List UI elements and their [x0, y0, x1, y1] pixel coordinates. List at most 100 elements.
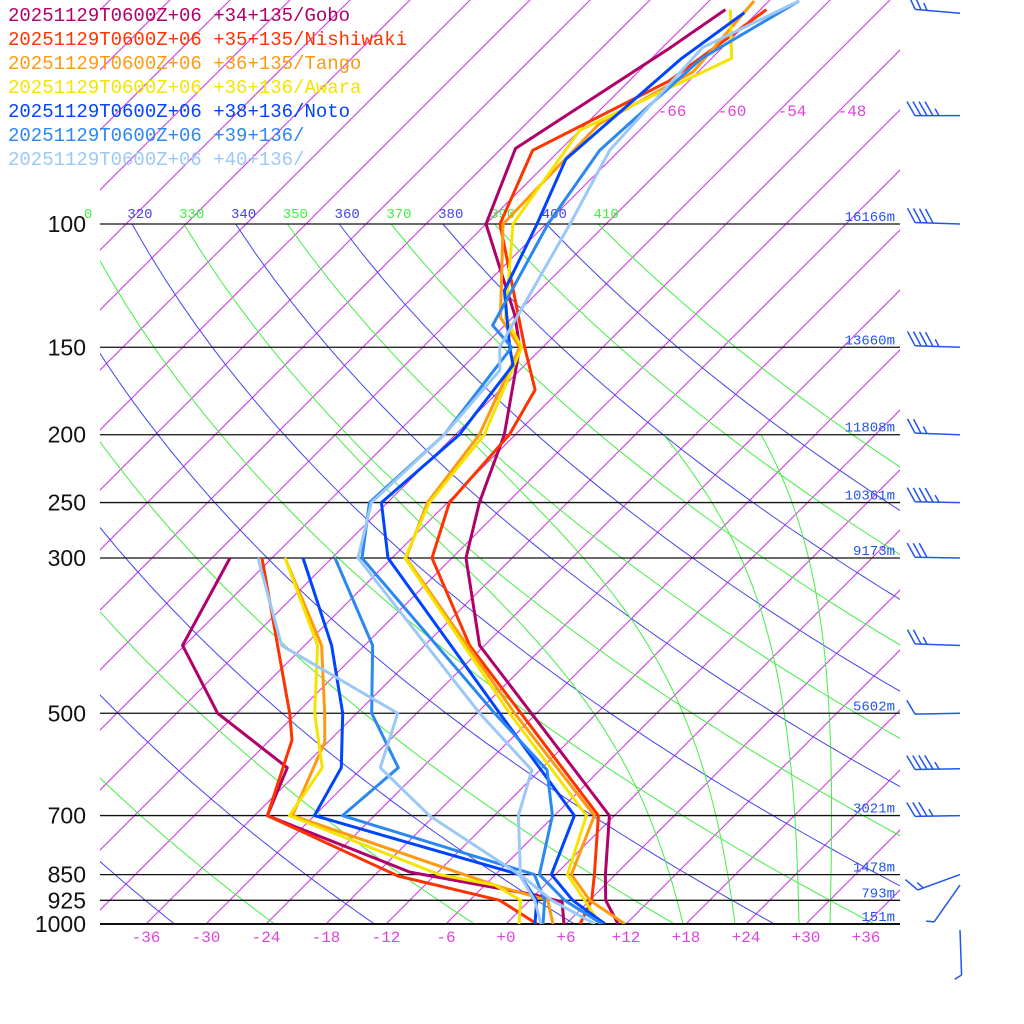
wind-barb-half: [922, 636, 928, 645]
height-label: 3021m: [853, 802, 895, 818]
theta-label: 320: [127, 207, 152, 223]
legend-entry: 20251129T0600Z+06 +34+135/Gobo: [8, 5, 351, 27]
legend-entry: 20251129T0600Z+06 +36+135/Tango: [8, 53, 362, 75]
height-label: 5602m: [853, 699, 895, 715]
wind-barb-flag: [912, 542, 922, 558]
pressure-tick-label: 500: [48, 700, 86, 726]
wind-barb-flag: [912, 629, 922, 645]
wind-barb-flag: [918, 331, 928, 347]
wind-barb-staff: [915, 344, 961, 349]
wind-barb-flag: [912, 487, 922, 503]
temperature-line: [464, 8, 727, 924]
dewpoint-line: [256, 557, 543, 924]
dry-adiabat-line: [183, 223, 900, 837]
wind-barb-flag: [906, 802, 916, 817]
pressure-tick-label: 700: [48, 803, 86, 829]
dry-adiabat-line: [597, 223, 900, 468]
legend-entry: 20251129T0600Z+06 +38+136/Noto: [8, 101, 351, 123]
dewpoint-line: [283, 557, 523, 924]
isotherm-line: [100, 109, 900, 911]
dry-adiabat-line: [100, 860, 175, 924]
wind-barb-half: [928, 808, 934, 817]
wind-barb-flag: [906, 418, 916, 434]
temperature-tick-label: +36: [852, 929, 881, 947]
dewpoint-line: [333, 557, 547, 924]
wind-barb-half: [934, 761, 940, 770]
wind-barb: [906, 801, 961, 818]
wind-barb-flag: [912, 755, 922, 770]
dry-adiabat-line: [100, 777, 275, 924]
wind-barb-flag: [924, 754, 934, 770]
theta-label: 360: [335, 207, 360, 223]
temperature-tick-label: -6: [436, 929, 455, 947]
wind-barb-flag: [912, 101, 922, 116]
theta-label: 370: [386, 207, 411, 223]
wind-barb-staff: [914, 556, 961, 559]
wind-barb-half: [934, 339, 940, 347]
isotherm-label: -60: [718, 103, 747, 121]
temperature-tick-label: +24: [732, 929, 761, 947]
wind-barb-half: [916, 882, 924, 889]
theta-label: 380: [438, 207, 463, 223]
pressure-tick-label: 150: [48, 334, 86, 360]
temperature-tick-label: -12: [372, 929, 401, 947]
theta-label: 410: [594, 207, 619, 223]
legend: 20251129T0600Z+06 +34+135/Gobo 20251129T0…: [8, 4, 407, 172]
wind-barb-flag: [924, 487, 934, 503]
wind-barb: [906, 331, 961, 349]
theta-label: 350: [283, 207, 308, 223]
isotherm-line: [100, 0, 531, 431]
isotherm-line: [100, 0, 831, 731]
temperature-tick-label: -36: [132, 929, 161, 947]
height-label: 11808m: [845, 421, 895, 437]
isotherm-line: [100, 0, 651, 551]
isotherm-line: [100, 49, 900, 851]
wind-barb: [904, 873, 961, 891]
wind-barb: [926, 884, 961, 923]
isotherm-line: [805, 829, 900, 924]
legend-entry: 20251129T0600Z+06 +40+136/: [8, 149, 305, 171]
isotherm-line: [100, 0, 291, 191]
height-label: 1478m: [853, 861, 895, 877]
isotherm-line: [100, 0, 411, 311]
theta-label: 0: [84, 207, 92, 223]
temperature-line: [360, 0, 800, 924]
temperature-line: [379, 11, 746, 924]
isotherm-line: [265, 289, 900, 924]
isotherm-line: [100, 0, 591, 491]
height-label: 9173m: [853, 544, 895, 560]
isotherm-line: [505, 529, 900, 924]
wind-barb: [906, 418, 961, 436]
temperature-tick-label: -30: [192, 929, 221, 947]
wind-barb-staff: [915, 8, 961, 15]
wind-barb-half: [954, 974, 962, 980]
wind-barb: [906, 754, 961, 771]
dewpoint-line: [301, 557, 539, 924]
wind-barb-flag: [918, 101, 928, 116]
wind-barb-flag: [906, 101, 916, 116]
dewpoint-line: [283, 557, 555, 924]
wind-barb-staff: [914, 712, 961, 715]
wind-barb-flag: [913, 0, 922, 11]
wind-barb-staff: [915, 221, 961, 225]
isotherm-line: [445, 469, 900, 924]
legend-entry: 20251129T0600Z+06 +39+136/: [8, 125, 305, 147]
isotherm-line: [865, 889, 900, 924]
wind-barb-flag: [912, 802, 922, 817]
wind-barb-flag: [924, 331, 934, 347]
wind-barb-staff: [917, 873, 961, 891]
isotherm-line: [685, 709, 900, 924]
wind-barb-staff: [959, 929, 963, 975]
temperature-line: [356, 0, 800, 924]
wind-barb-half: [934, 108, 940, 116]
moist-adiabat-line: [464, 434, 736, 924]
wind-barb-flag: [918, 755, 928, 770]
wind-barb-staff: [914, 814, 961, 818]
wind-barb-staff: [914, 501, 961, 504]
wind-barb: [906, 699, 961, 715]
wind-barb-flag: [906, 629, 916, 645]
wind-barb-flag: [918, 487, 928, 503]
isotherm-line: [625, 649, 900, 924]
wind-barb-half: [926, 920, 935, 923]
